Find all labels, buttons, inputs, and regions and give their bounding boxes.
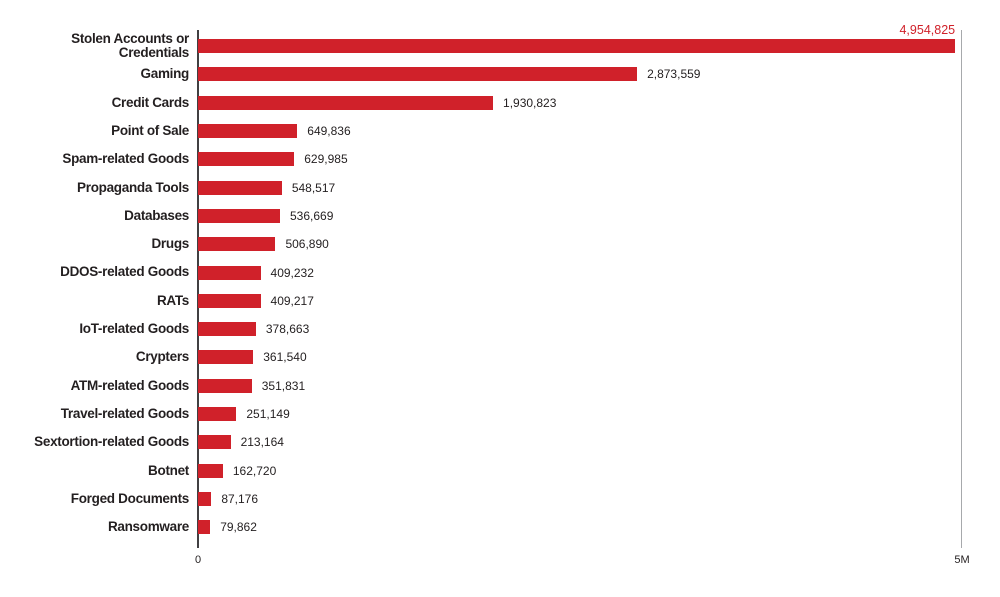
bar-row: Spam-related Goods 629,985	[0, 145, 1000, 173]
bar: 409,232	[198, 265, 314, 280]
category-label: Databases	[124, 207, 189, 223]
category-label: Stolen Accounts or Credentials	[71, 30, 189, 61]
bar-track: 548,517	[198, 180, 962, 195]
bar-track: 2,873,559	[198, 67, 962, 82]
value-label: 361,540	[263, 350, 307, 365]
bar: 378,663	[198, 322, 309, 337]
category-label: Propaganda Tools	[77, 179, 189, 195]
bar-row: Gaming 2,873,559	[0, 60, 1000, 88]
bar-row: Credit Cards 1,930,823	[0, 89, 1000, 117]
bar-row: RATs 409,217	[0, 287, 1000, 315]
bar-track: 1,930,823	[198, 95, 962, 110]
bar-row: Botnet 162,720	[0, 456, 1000, 484]
bar-row: ATM-related Goods 351,831	[0, 372, 1000, 400]
bar-track: 361,540	[198, 350, 962, 365]
category-label: IoT-related Goods	[79, 321, 189, 337]
category-label: Gaming	[140, 66, 190, 82]
category-label: Drugs	[151, 236, 189, 252]
value-label: 506,890	[285, 237, 329, 252]
value-label: 378,663	[265, 322, 310, 337]
value-label: 409,217	[270, 293, 314, 308]
category-label: Forged Documents	[70, 490, 190, 506]
x-tick-5m: 5M	[954, 554, 970, 566]
category-label: Credit Cards	[111, 94, 190, 110]
value-label: 251,149	[246, 407, 290, 421]
category-label: DDOS-related Goods	[60, 264, 189, 280]
bar-track: 506,890	[198, 237, 962, 252]
bar-row: Propaganda Tools 548,517	[0, 173, 1000, 201]
bar: 649,836	[198, 124, 351, 139]
bar: 79,862	[198, 520, 257, 535]
bar-row: Ransomware 79,862	[0, 513, 1000, 541]
bar: 4,954,825	[198, 23, 956, 54]
value-label: 87,176	[221, 491, 259, 506]
bar-track: 409,217	[198, 293, 962, 308]
bar-track: 409,232	[198, 265, 962, 280]
bar-track: 378,663	[198, 322, 962, 337]
value-label: 79,862	[220, 520, 257, 535]
bar-track: 251,149	[198, 407, 962, 421]
x-tick-0: 0	[194, 554, 202, 566]
bar-track: 213,164	[198, 435, 962, 450]
y-axis-line	[197, 30, 199, 548]
bar-track: 351,831	[198, 378, 962, 393]
bar-row: Forged Documents 87,176	[0, 485, 1000, 513]
bar: 351,831	[198, 378, 305, 393]
bar: 536,669	[198, 208, 333, 223]
bar: 548,517	[198, 180, 335, 195]
category-label: RATs	[156, 292, 189, 308]
bar: 629,985	[198, 152, 348, 167]
bar: 162,720	[198, 463, 276, 478]
bar-row: Drugs 506,890	[0, 230, 1000, 258]
bar: 2,873,559	[198, 67, 700, 82]
category-label: Spam-related Goods	[62, 151, 189, 167]
bar: 251,149	[198, 407, 290, 421]
value-label: 649,836	[307, 124, 351, 139]
bar-row: Travel-related Goods 251,149	[0, 400, 1000, 428]
value-label: 1,930,823	[503, 95, 557, 110]
category-label: Crypters	[135, 349, 189, 365]
bar-row: Point of Sale 649,836	[0, 117, 1000, 145]
bar-track: 536,669	[198, 208, 962, 223]
bar-track: 79,862	[198, 520, 962, 535]
value-label: 409,232	[270, 265, 314, 280]
bar-track: 87,176	[198, 491, 962, 506]
bar-row: DDOS-related Goods 409,232	[0, 258, 1000, 286]
bar-track: 649,836	[198, 124, 962, 139]
bar-row: Stolen Accounts or Credentials 4,954,825	[0, 23, 1000, 61]
category-label: Ransomware	[107, 519, 189, 535]
bar: 87,176	[198, 491, 258, 506]
gridline-5m	[961, 30, 962, 548]
bar-track: 4,954,825	[198, 23, 962, 54]
value-label: 351,831	[261, 378, 306, 393]
bar: 409,217	[198, 293, 314, 308]
value-label: 536,669	[290, 208, 334, 223]
value-label: 213,164	[240, 435, 284, 450]
bar: 506,890	[198, 237, 329, 252]
value-label: 629,985	[304, 152, 348, 167]
value-label: 162,720	[232, 463, 277, 478]
bar-track: 162,720	[198, 463, 962, 478]
category-label: Point of Sale	[111, 122, 189, 138]
category-label: Travel-related Goods	[60, 405, 190, 421]
category-label: Botnet	[148, 462, 189, 478]
value-label: 2,873,559	[647, 67, 701, 82]
bar-row: Crypters 361,540	[0, 343, 1000, 371]
bar-track: 629,985	[198, 152, 962, 167]
bar-row: IoT-related Goods 378,663	[0, 315, 1000, 343]
category-label: ATM-related Goods	[70, 377, 190, 393]
bar-row: Sextortion-related Goods 213,164	[0, 428, 1000, 456]
bar: 213,164	[198, 435, 284, 450]
bar-row: Databases 536,669	[0, 202, 1000, 230]
value-label: 548,517	[291, 180, 336, 195]
bar: 1,930,823	[198, 95, 556, 110]
bar: 361,540	[198, 350, 307, 365]
category-label: Sextortion-related Goods	[34, 434, 189, 450]
bar-rows: Stolen Accounts or Credentials 4,954,825 G…	[0, 23, 1000, 541]
value-label: 4,954,825	[899, 23, 956, 38]
